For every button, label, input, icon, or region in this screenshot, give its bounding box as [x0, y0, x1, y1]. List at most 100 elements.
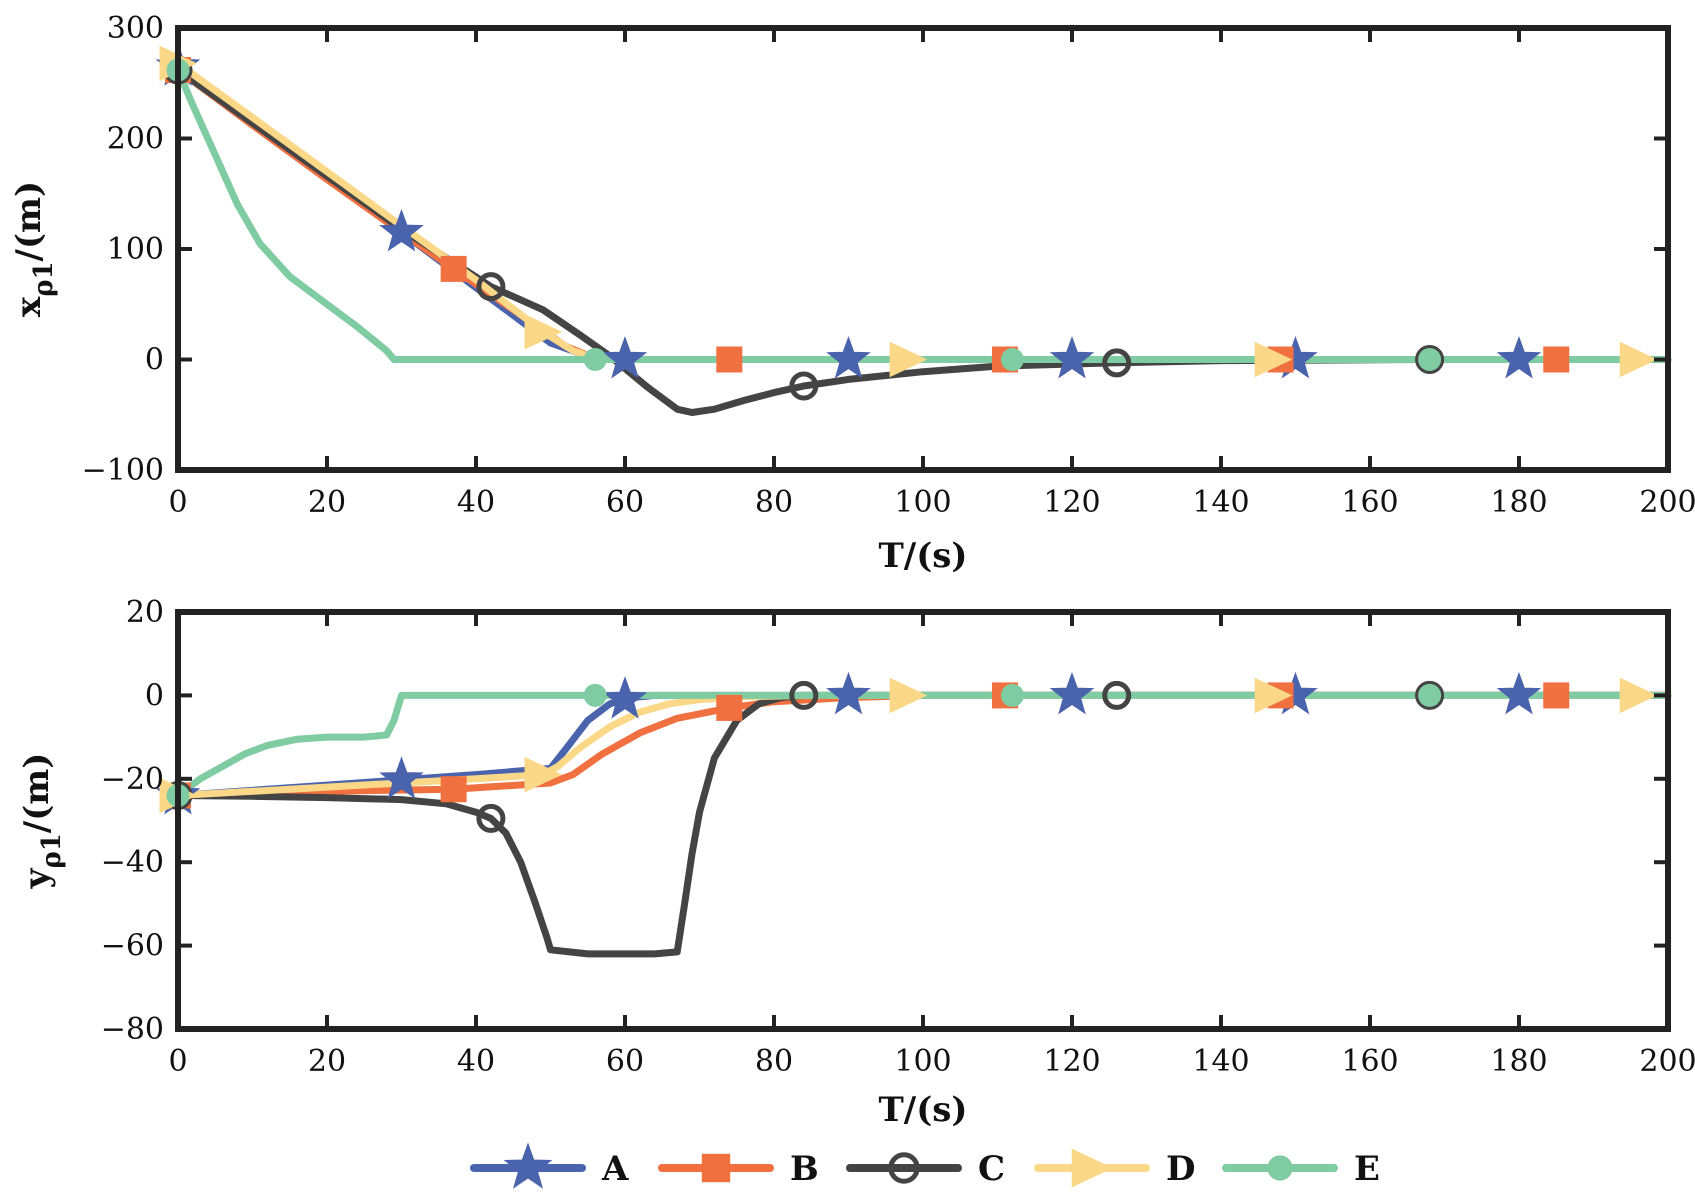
x-xtick-label: 120 [1043, 485, 1100, 520]
legend-marker-A [503, 1142, 553, 1189]
y-series-D-marker-4 [1619, 677, 1658, 714]
y-xtick-label: 20 [308, 1044, 346, 1079]
x-xtick-label: 100 [894, 485, 951, 520]
x-series-A-marker-6 [1496, 336, 1542, 379]
x-series-C-marker-1 [476, 272, 506, 302]
legend-item-E: E [1222, 1149, 1380, 1189]
y-chart-ylabel-sub: ρ1 [37, 833, 67, 868]
y-series-E-line [174, 691, 1672, 799]
legend-label-B: B [790, 1149, 819, 1189]
y-series-D-marker-2 [889, 677, 928, 714]
x-series-B-marker-5 [1543, 346, 1570, 373]
y-series-C-marker-1 [476, 803, 506, 833]
x-ytick-label: 200 [107, 122, 164, 157]
y-ytick-label: −60 [101, 929, 164, 964]
x-chart-ylabel-main: x [9, 296, 49, 317]
x-chart-ylabel: xρ1/(m) [9, 181, 59, 317]
y-series-E-marker-1 [583, 683, 607, 707]
y-xtick-label: 200 [1639, 1044, 1695, 1079]
x-ytick-label: −100 [82, 453, 164, 488]
x-chart-xlabel: T/(s) [878, 536, 967, 576]
x-xtick-label: 40 [457, 485, 495, 520]
y-ytick-label: 20 [126, 595, 164, 630]
legend-label-D: D [1166, 1149, 1195, 1189]
y-xtick-label: 40 [457, 1044, 495, 1079]
x-xtick-label: 60 [606, 485, 644, 520]
x-plot-frame [175, 25, 1671, 473]
y-series-A-marker-1 [379, 756, 424, 799]
y-series-B-marker-1 [440, 776, 467, 803]
x-series-D-marker-4 [1619, 341, 1658, 378]
x-xtick-label: 200 [1639, 485, 1695, 520]
x-ytick-label: 100 [107, 232, 164, 267]
x-series-A-marker-4 [1049, 336, 1095, 379]
y-series-E-marker-3 [1418, 683, 1442, 707]
y-xtick-label: 100 [894, 1044, 951, 1079]
y-xtick-label: 60 [606, 1044, 644, 1079]
y-series-D-marker-3 [1254, 677, 1293, 714]
y-chart-xlabel: T/(s) [878, 1090, 967, 1130]
x-series-C-marker-3 [1102, 348, 1132, 378]
y-series-A-marker-2 [602, 676, 648, 719]
x-chart-ylabel-rest: /(m) [9, 181, 49, 262]
legend-item-D: D [1034, 1148, 1195, 1189]
x-series-E-marker-2 [1000, 348, 1024, 371]
y-series-A-marker-4 [1049, 671, 1095, 715]
x-series-B-marker-1 [440, 255, 467, 282]
y-position-chart: 0 20 40 60 80 100 120 140 160 180 200 −80 −60 −40 −20 0… [17, 595, 1695, 1130]
y-series-C-line [174, 691, 1672, 958]
legend-marker-C [888, 1152, 920, 1184]
x-xtick-label: 80 [755, 485, 793, 520]
y-xtick-label: 140 [1192, 1044, 1249, 1079]
x-ytick-label: 300 [107, 11, 164, 46]
y-chart-ylabel-rest: /(m) [17, 753, 57, 834]
x-series-A-marker-1 [379, 208, 424, 252]
y-ytick-label: 0 [145, 678, 164, 713]
x-ticks-group: 0 20 40 60 80 100 120 140 160 180 200−100010020030… [82, 11, 1695, 520]
x-ytick-label: 0 [145, 343, 164, 378]
legend-item-C: C [846, 1149, 1005, 1189]
legend-item-A: A [470, 1142, 629, 1189]
y-series-B-marker-5 [1543, 682, 1570, 709]
y-chart-ylabel: yρ1/(m) [17, 753, 67, 890]
y-chart-ylabel-main: y [17, 867, 57, 889]
y-markers-group [155, 671, 1658, 833]
y-series-B-marker-2 [716, 694, 743, 721]
x-series-E-marker-3 [1418, 348, 1442, 371]
y-xtick-label: 120 [1043, 1044, 1100, 1079]
x-series-A-marker-2 [602, 336, 648, 379]
y-series-C-marker-3 [1102, 680, 1132, 710]
x-series-C-marker-2 [789, 371, 819, 401]
y-series-A-marker-3 [826, 671, 871, 715]
legend-marker-B [701, 1153, 731, 1183]
y-ticks-group: 0 20 40 60 80 100 120 140 160 180 200 −80 −60 −40 −20 0… [101, 595, 1695, 1079]
legend-label-E: E [1354, 1149, 1380, 1189]
y-series-D-marker-1 [524, 756, 563, 793]
legend: A B C D E [470, 1142, 1380, 1189]
y-ytick-label: −40 [101, 845, 164, 880]
y-xtick-label: 0 [168, 1044, 187, 1079]
x-xtick-label: 140 [1192, 485, 1249, 520]
y-series-C-marker-4 [1415, 680, 1445, 710]
x-chart-ylabel-sub: ρ1 [29, 261, 59, 296]
y-xtick-label: 160 [1341, 1044, 1398, 1079]
x-xtick-label: 180 [1490, 485, 1547, 520]
x-xtick-label: 20 [308, 485, 346, 520]
legend-label-A: A [601, 1149, 629, 1189]
x-series-C-marker-4 [1415, 345, 1445, 374]
x-series-D-marker-3 [1254, 341, 1293, 378]
x-position-chart: 0 20 40 60 80 100 120 140 160 180 200−100010020030… [9, 11, 1695, 576]
y-series-C-marker-2 [789, 680, 819, 710]
x-series-B-marker-2 [716, 346, 743, 373]
y-series-A-marker-6 [1496, 671, 1542, 715]
y-ytick-label: −80 [101, 1012, 164, 1047]
legend-marker-D [1071, 1148, 1113, 1188]
y-series-E-marker-2 [1000, 683, 1024, 707]
legend-item-B: B [658, 1149, 819, 1189]
x-series-D-marker-2 [889, 341, 928, 378]
legend-marker-E [1267, 1155, 1293, 1181]
y-xtick-label: 180 [1490, 1044, 1547, 1079]
y-ytick-label: −20 [101, 762, 164, 797]
x-series-D-marker-1 [524, 314, 563, 350]
